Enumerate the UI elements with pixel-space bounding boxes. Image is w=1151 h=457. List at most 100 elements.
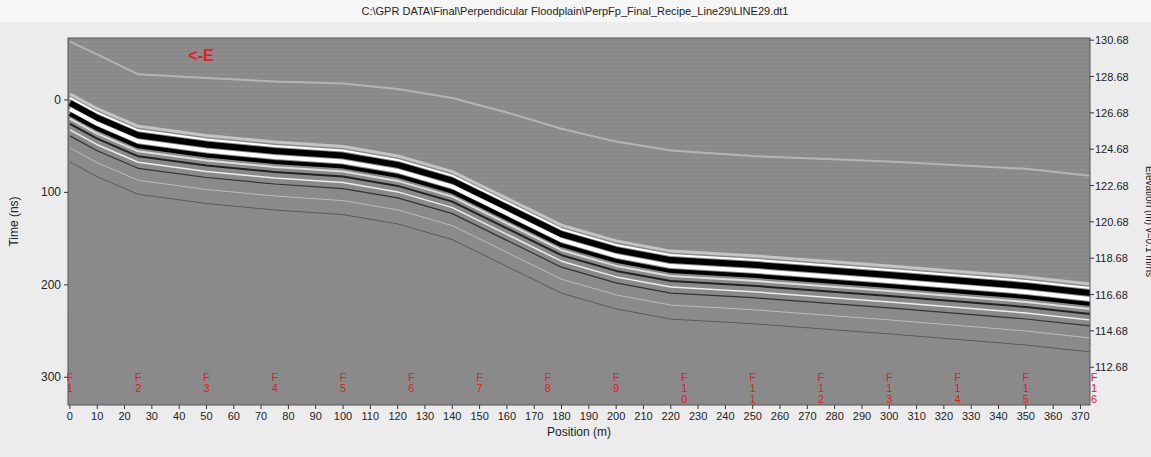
texture — [68, 104, 1090, 105]
y-tick — [64, 99, 68, 100]
texture — [68, 64, 1090, 65]
x-tick — [288, 405, 289, 409]
x-tick — [561, 405, 562, 409]
x-tick-label: 310 — [907, 410, 925, 422]
texture — [68, 84, 1090, 85]
plot-frame — [68, 38, 1090, 405]
y2-tick-label: 128.68 — [1095, 71, 1129, 83]
x-tick — [261, 405, 262, 409]
marker-char: 2 — [818, 393, 824, 405]
texture — [68, 108, 1090, 109]
x-tick-label: 10 — [91, 410, 103, 422]
marker-label: F4 — [271, 371, 278, 394]
window — [0, 0, 1151, 457]
x-tick — [424, 405, 425, 409]
marker-char: 2 — [135, 382, 141, 394]
y2-tick-label: 122.68 — [1095, 180, 1129, 192]
marker-char: 9 — [613, 382, 619, 394]
x-tick — [370, 405, 371, 409]
x-tick — [397, 405, 398, 409]
marker-label: F12 — [818, 371, 825, 405]
marker-label: F2 — [135, 371, 142, 394]
x-tick-label: 210 — [634, 410, 652, 422]
y2-tick-label: 126.68 — [1095, 107, 1129, 119]
x-tick — [861, 405, 862, 409]
x-tick — [916, 405, 917, 409]
x-tick — [780, 405, 781, 409]
texture — [68, 56, 1090, 57]
surface-reflection — [70, 130, 1090, 321]
topography-line — [70, 42, 1090, 177]
y2-tick — [1090, 76, 1094, 77]
y2-tick-label: 124.68 — [1095, 143, 1129, 155]
x-tick — [616, 405, 617, 409]
x-tick-label: 340 — [989, 410, 1007, 422]
surface-reflection — [70, 148, 1090, 339]
x-tick — [179, 405, 180, 409]
texture — [68, 72, 1090, 73]
surface-reflection — [70, 119, 1090, 310]
y2-tick — [1090, 149, 1094, 150]
x-tick — [588, 405, 589, 409]
texture — [68, 112, 1090, 113]
x-tick-label: 300 — [880, 410, 898, 422]
marker-label: F1 — [67, 371, 74, 394]
y2-tick — [1090, 294, 1094, 295]
x-tick — [889, 405, 890, 409]
texture — [68, 92, 1090, 93]
texture — [68, 48, 1090, 49]
marker-char: 3 — [203, 382, 209, 394]
marker-label: F13 — [886, 371, 893, 405]
x-tick — [97, 405, 98, 409]
marker-char: 1 — [750, 393, 756, 405]
marker-char: 6 — [408, 382, 414, 394]
texture — [68, 128, 1090, 129]
y-tick-label: 200 — [41, 278, 61, 292]
x-tick — [1053, 405, 1054, 409]
marker-label: F6 — [408, 371, 415, 394]
texture — [68, 52, 1090, 53]
x-tick-label: 270 — [798, 410, 816, 422]
x-tick — [69, 405, 70, 409]
texture — [68, 124, 1090, 125]
x-tick-label: 150 — [470, 410, 488, 422]
x-tick — [943, 405, 944, 409]
x-tick-label: 170 — [525, 410, 543, 422]
x-tick-label: 280 — [825, 410, 843, 422]
x-tick — [452, 405, 453, 409]
chart: C:\GPR DATA\Final\Perpendicular Floodpla… — [0, 0, 1151, 457]
x-tick-label: 370 — [1071, 410, 1089, 422]
y2-tick — [1090, 330, 1094, 331]
y2-tick — [1090, 112, 1094, 113]
y-axis-title: Time (ns) — [7, 196, 21, 246]
x-tick-label: 40 — [173, 410, 185, 422]
y2-tick-label: 130.68 — [1095, 34, 1129, 46]
marker-label: F10 — [681, 371, 688, 405]
x-tick — [151, 405, 152, 409]
x-tick — [124, 405, 125, 409]
x-tick-label: 230 — [689, 410, 707, 422]
x-tick-label: 50 — [200, 410, 212, 422]
x-tick-label: 30 — [146, 410, 158, 422]
x-tick — [506, 405, 507, 409]
x-tick-label: 240 — [716, 410, 734, 422]
y2-tick — [1090, 367, 1094, 368]
texture — [68, 76, 1090, 77]
marker-char: 7 — [477, 382, 483, 394]
x-tick-label: 0 — [67, 410, 73, 422]
y-tick-label: 0 — [54, 93, 61, 107]
x-tick — [725, 405, 726, 409]
texture — [68, 88, 1090, 89]
y2-tick — [1090, 258, 1094, 259]
x-tick-label: 120 — [388, 410, 406, 422]
x-tick — [479, 405, 480, 409]
x-tick — [343, 405, 344, 409]
marker-char: 5 — [1023, 393, 1029, 405]
x-tick — [698, 405, 699, 409]
marker-char: 3 — [886, 393, 892, 405]
x-tick — [834, 405, 835, 409]
surface-reflection — [70, 114, 1090, 305]
texture — [68, 116, 1090, 117]
x-tick-label: 250 — [744, 410, 762, 422]
y2-tick-label: 120.68 — [1095, 216, 1129, 228]
